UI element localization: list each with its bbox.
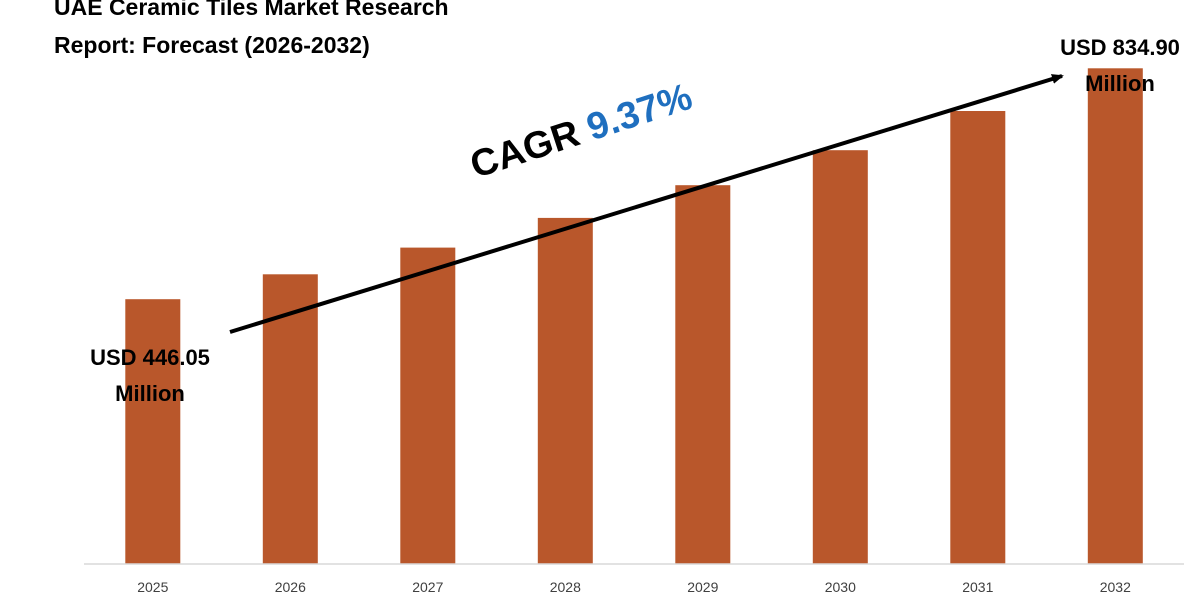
growth-arrow: [229, 74, 1064, 334]
bar-2031: [950, 111, 1006, 564]
x-tick-label-2030: 2030: [825, 579, 856, 595]
x-tick-label-2025: 2025: [137, 579, 168, 595]
end-value-unit: Million: [1085, 71, 1155, 96]
chart-title: UAE Ceramic Tiles Market Research Report…: [54, 0, 514, 64]
start-value-label: USD 446.05 Million: [70, 340, 230, 412]
bar-series: [125, 68, 1143, 565]
x-tick-label-2028: 2028: [550, 579, 581, 595]
x-axis-ticks: 2025 2026 2027 2028 2029 2030 2031 2032: [137, 579, 1131, 595]
start-value-unit: Million: [115, 381, 185, 406]
end-value-amount: USD 834.90: [1060, 35, 1180, 60]
bar-2025: [125, 299, 181, 564]
bar-2026: [262, 274, 318, 564]
start-value-amount: USD 446.05: [90, 345, 210, 370]
x-tick-label-2027: 2027: [412, 579, 443, 595]
bar-2027: [400, 247, 456, 564]
end-value-label: USD 834.90 Million: [1040, 30, 1200, 102]
x-tick-label-2032: 2032: [1100, 579, 1131, 595]
bar-2030: [812, 150, 868, 564]
chart-title-line-2: Report: Forecast (2026-2032): [54, 32, 370, 58]
bar-2032: [1087, 68, 1143, 565]
x-tick-label-2029: 2029: [687, 579, 718, 595]
bar-2028: [537, 217, 593, 564]
chart-title-line-1: UAE Ceramic Tiles Market Research: [54, 0, 449, 20]
bar-2029: [675, 185, 731, 564]
x-tick-label-2026: 2026: [275, 579, 306, 595]
x-tick-label-2031: 2031: [962, 579, 993, 595]
